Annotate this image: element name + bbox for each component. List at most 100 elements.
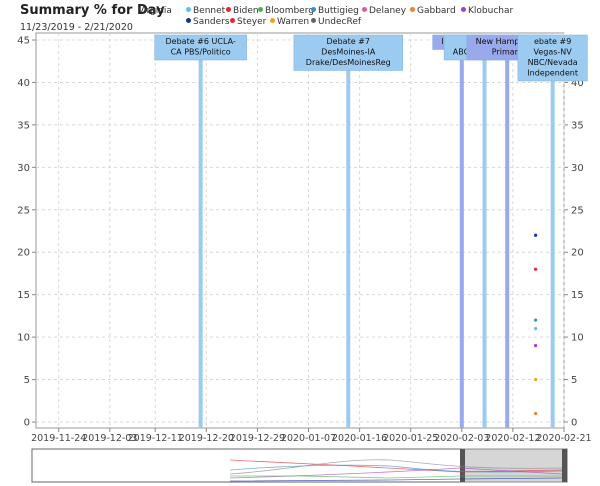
event-label: Primary: [492, 48, 523, 57]
data-point-klobuchar: [534, 344, 538, 348]
x-tick-label: 2020-02-03: [434, 433, 489, 444]
y-tick-label: 30: [17, 163, 30, 174]
event-line: [346, 44, 351, 428]
legend-label: Klobuchar: [468, 6, 514, 16]
y-tick-label: 15: [17, 290, 30, 301]
x-tick-label: 2020-01-16: [332, 433, 387, 444]
navigator-series-line: [229, 459, 563, 473]
legend-item-steyer[interactable]: Steyer: [230, 17, 266, 27]
data-point-biden: [534, 267, 538, 271]
legend-label: Sanders: [193, 17, 230, 27]
legend-item-undecref[interactable]: UndecRef: [311, 17, 361, 27]
x-tick-label: 2020-01-25: [383, 433, 438, 444]
y-tick-label: 25: [571, 205, 584, 216]
event-label: Independent: [527, 69, 578, 78]
x-tick-label: 2019-12-03: [82, 433, 137, 444]
event-line: [482, 44, 487, 428]
legend-item-bennet[interactable]: Bennet: [186, 6, 225, 16]
navigator-series-line: [229, 477, 563, 482]
event-label: Vegas-NV: [534, 48, 573, 57]
event-label: ebate #9: [534, 37, 571, 46]
event-label: DesMoines-IA: [321, 48, 376, 57]
legend-item-delaney[interactable]: Delaney: [362, 6, 406, 16]
event-line: [459, 44, 464, 428]
legend-label: UndecRef: [318, 17, 362, 27]
legend-label: Gabbard: [417, 6, 456, 16]
data-point-warren: [534, 377, 538, 382]
event-label: Debate #7: [327, 37, 370, 46]
y-tick-label: 35: [571, 120, 584, 131]
state-label: Virginia: [138, 6, 172, 16]
navigator-selection[interactable]: [461, 448, 566, 483]
legend-swatch: [230, 18, 235, 23]
y-tick-label: 40: [17, 78, 30, 89]
event-label-box: [517, 34, 588, 82]
y-tick-label: 25: [17, 205, 30, 216]
y-tick-label: 0: [571, 418, 577, 429]
legend-swatch: [186, 18, 191, 23]
legend-item-bloomberg[interactable]: Bloomberg: [258, 6, 314, 16]
legend-item-klobuchar[interactable]: Klobuchar: [461, 6, 513, 16]
legend-swatch: [311, 18, 316, 23]
event-line: [505, 44, 510, 428]
event-label: New Hampshire: [476, 37, 539, 46]
x-tick-label: 2020-01-07: [281, 433, 336, 444]
legend-swatch: [362, 7, 367, 12]
date-range: 11/23/2019 - 2/21/2020: [20, 22, 133, 33]
legend-item-buttigieg[interactable]: Buttigieg: [311, 6, 359, 16]
plot-frame: [35, 32, 565, 429]
legend-item-warren[interactable]: Warren: [270, 17, 309, 27]
navigator-series-line: [229, 464, 563, 473]
x-tick-label: 2019-12-29: [230, 433, 285, 444]
legend-label: Biden: [233, 6, 259, 16]
navigator-series-line: [229, 459, 563, 475]
legend-swatch: [258, 7, 263, 12]
legend-swatch: [311, 7, 316, 12]
legend-label: Buttigieg: [318, 6, 359, 16]
navigator-handle-left[interactable]: [460, 449, 465, 482]
legend-swatch: [226, 7, 231, 12]
event-label: CA PBS/Politico: [171, 48, 231, 57]
legend-label: Delaney: [369, 6, 407, 16]
y-tick-label: 35: [17, 120, 30, 131]
y-tick-label: 45: [17, 36, 30, 47]
data-point-bennet: [534, 327, 538, 331]
y-tick-label: 20: [571, 248, 584, 259]
event-line: [550, 44, 555, 428]
data-point-gabbard: [534, 411, 538, 416]
event-label-box: [154, 34, 247, 61]
legend-label: Warren: [277, 17, 310, 27]
x-tick-label: 2019-12-11: [128, 433, 183, 444]
navigator-handle-right[interactable]: [562, 449, 567, 482]
y-tick-label: 10: [571, 333, 584, 344]
y-tick-label: 5: [571, 375, 577, 386]
x-tick-label: 2019-11-24: [31, 433, 86, 444]
y-tick-label: 40: [571, 78, 584, 89]
legend-swatch: [410, 7, 415, 12]
event-label-box: [293, 34, 403, 71]
legend-label: Bloomberg: [265, 6, 314, 16]
x-tick-label: 2019-12-20: [179, 433, 234, 444]
y-tick-label: 0: [24, 418, 30, 429]
y-tick-label: 30: [571, 163, 584, 174]
navigator-series-line: [229, 467, 563, 479]
event-label: Debate #6 UCLA-: [166, 37, 236, 46]
event-label: NBC/Nevada: [528, 58, 578, 67]
navigator-series-line: [230, 475, 562, 479]
event-label: Drake/DesMoinesReg: [306, 58, 391, 67]
x-tick-label: 2020-02-21: [536, 433, 591, 444]
chart-title: Summary % for Day: [20, 3, 165, 18]
x-tick-label: 2020-02-12: [485, 433, 540, 444]
data-point-sanders: [534, 233, 538, 237]
y-tick-label: 5: [24, 375, 30, 386]
legend-swatch: [186, 7, 191, 12]
y-tick-label: 15: [571, 290, 584, 301]
data-point-buttigieg: [534, 318, 538, 322]
legend-item-sanders[interactable]: Sanders: [186, 17, 230, 27]
legend-item-biden[interactable]: Biden: [226, 6, 259, 16]
event-line: [198, 44, 203, 428]
y-tick-label: 10: [17, 333, 30, 344]
legend-item-gabbard[interactable]: Gabbard: [410, 6, 456, 16]
y-tick-label: 20: [17, 248, 30, 259]
